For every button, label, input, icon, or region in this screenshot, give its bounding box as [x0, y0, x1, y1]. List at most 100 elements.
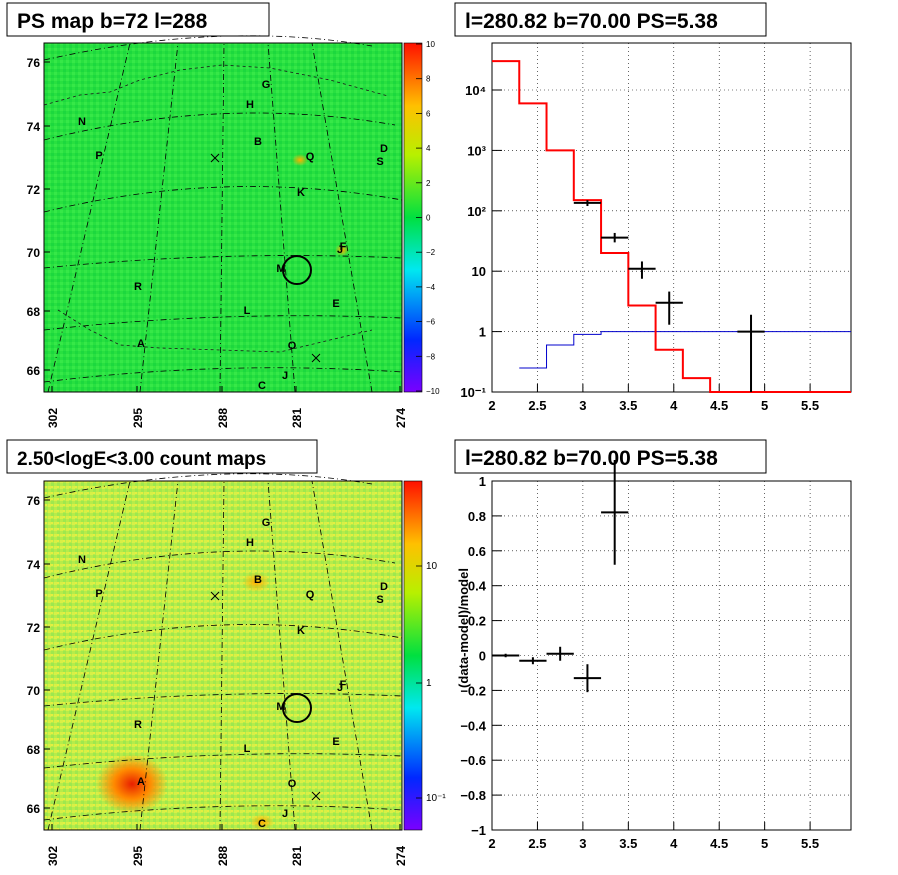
source-label: D — [380, 143, 388, 155]
source-label: P — [95, 588, 102, 600]
x-tick-label: 5.5 — [801, 836, 819, 851]
source-label: F — [340, 679, 347, 691]
x-tick-label: 3.5 — [619, 398, 637, 413]
colorbar-tick-label: −8 — [426, 352, 436, 361]
residual-plot: 2 2.5 3 3.5 4 4.5 5 5.5 1 0.8 0.6 0.4 0.2 0 −0.2 −0.4 −0… — [460, 460, 851, 851]
y-tick-label: 74 — [27, 120, 41, 134]
count-map-warm-spot — [250, 814, 274, 830]
source-label: J — [282, 370, 288, 382]
x-tick-label: 274 — [394, 846, 408, 866]
x-tick-label: 3.5 — [619, 836, 637, 851]
y-tick-label: 70 — [27, 684, 41, 698]
ps-map-title: PS map b=72 l=288 — [17, 10, 208, 33]
colorbar-tick-label: 1 — [426, 678, 432, 689]
count-map-cross-marker — [210, 591, 220, 601]
source-label: A — [137, 776, 145, 788]
x-tick-label: 295 — [131, 846, 145, 866]
x-tick-label: 4.5 — [710, 398, 728, 413]
source-label: M — [276, 701, 285, 713]
point-source-model-line — [519, 331, 851, 369]
y-tick-label: 10⁻¹ — [460, 385, 486, 400]
count-map-meridian — [267, 480, 296, 831]
x-tick-label: 288 — [216, 408, 230, 428]
source-label: L — [244, 743, 251, 755]
spectrum-panel: l=280.82 b=70.00 PS=5.38 2 2.5 3 3.5 4 4.5 5 5.… — [454, 2, 852, 413]
count-map-parallel — [43, 550, 396, 579]
y-tick-label: 0.2 — [468, 614, 486, 629]
x-tick-label: 2.5 — [528, 836, 546, 851]
source-label: R — [134, 719, 142, 731]
colorbar-tick-label: 10 — [426, 40, 435, 49]
source-label: Q — [306, 589, 315, 601]
source-label: J — [337, 682, 343, 694]
source-label: L — [244, 305, 251, 317]
x-tick-label: 302 — [46, 846, 60, 866]
ps-map-meridian — [267, 42, 296, 393]
source-label: Q — [306, 151, 315, 163]
colorbar-tick-label: −6 — [426, 318, 436, 327]
source-label: A — [137, 338, 145, 350]
x-tick-label: 2 — [488, 836, 495, 851]
colorbar-tick-label: 4 — [426, 144, 431, 153]
source-label: C — [258, 818, 266, 830]
y-tick-label: −0.2 — [460, 683, 486, 698]
colorbar-tick-label: −10 — [426, 387, 440, 396]
y-tick-label: 68 — [27, 743, 41, 757]
count-map-cross-marker — [311, 791, 321, 801]
x-tick-label: 4 — [670, 398, 678, 413]
y-tick-label: −1 — [471, 823, 486, 838]
x-tick-label: 3 — [579, 398, 586, 413]
x-tick-label: 5 — [761, 398, 768, 413]
source-label: H — [246, 537, 254, 549]
colorbar-tick-label: 2 — [426, 179, 431, 188]
residual-title-box — [454, 439, 767, 474]
residual-y-axis-label: (data-model)/model — [456, 568, 471, 688]
count-map-colorbar-ticks: 10 1 10⁻¹ — [416, 561, 446, 804]
residual-panel: l=280.82 b=70.00 PS=5.38 (data-model)/mo… — [454, 439, 852, 851]
y-tick-label: 10 — [472, 264, 486, 279]
count-map-highlight-circle — [282, 693, 312, 723]
source-label: K — [297, 625, 305, 637]
source-label: B — [254, 136, 262, 148]
source-label: S — [376, 594, 383, 606]
x-tick-label: 2 — [488, 398, 495, 413]
y-tick-label: −0.6 — [460, 753, 486, 768]
y-tick-label: 0 — [479, 649, 486, 664]
colorbar-tick-label: 8 — [426, 75, 431, 84]
count-map-hot-spot — [96, 754, 168, 814]
x-tick-label: 281 — [290, 846, 304, 866]
count-map-meridian — [219, 480, 225, 831]
count-map-title: 2.50<logE<3.00 count maps — [17, 449, 266, 470]
colorbar-tick-label: −2 — [426, 248, 436, 257]
x-tick-label: 281 — [290, 408, 304, 428]
ps-map-parallel — [43, 35, 373, 61]
x-tick-label: 5.5 — [801, 398, 819, 413]
y-tick-label: 72 — [27, 183, 41, 197]
x-tick-label: 4.5 — [710, 836, 728, 851]
source-label: G — [262, 517, 271, 529]
ps-map-cross-marker — [311, 353, 321, 363]
x-tick-label: 5 — [761, 836, 768, 851]
count-map-parallel — [43, 693, 403, 707]
colorbar-tick-label: 10 — [426, 561, 438, 572]
spectrum-plot: 2 2.5 3 3.5 4 4.5 5 5.5 10⁻¹ 1 10 10² 10³ 10⁴ — [460, 43, 851, 413]
x-tick-label: 302 — [46, 408, 60, 428]
y-tick-label: 76 — [27, 494, 41, 508]
source-label: J — [282, 808, 288, 820]
count-map-title-box — [6, 439, 318, 474]
y-tick-label: 66 — [27, 364, 41, 378]
y-tick-label: 0.4 — [468, 579, 487, 594]
spectrum-plot-area — [491, 42, 852, 393]
y-tick-label: 10² — [467, 204, 486, 219]
source-label: E — [332, 298, 339, 310]
source-label: O — [288, 778, 297, 790]
source-label: K — [297, 187, 305, 199]
y-tick-label: −0.4 — [460, 718, 486, 733]
source-label: G — [262, 79, 271, 91]
x-tick-label: 2.5 — [528, 398, 546, 413]
y-tick-label: 0.6 — [468, 544, 486, 559]
ps-map-frame — [43, 42, 403, 393]
